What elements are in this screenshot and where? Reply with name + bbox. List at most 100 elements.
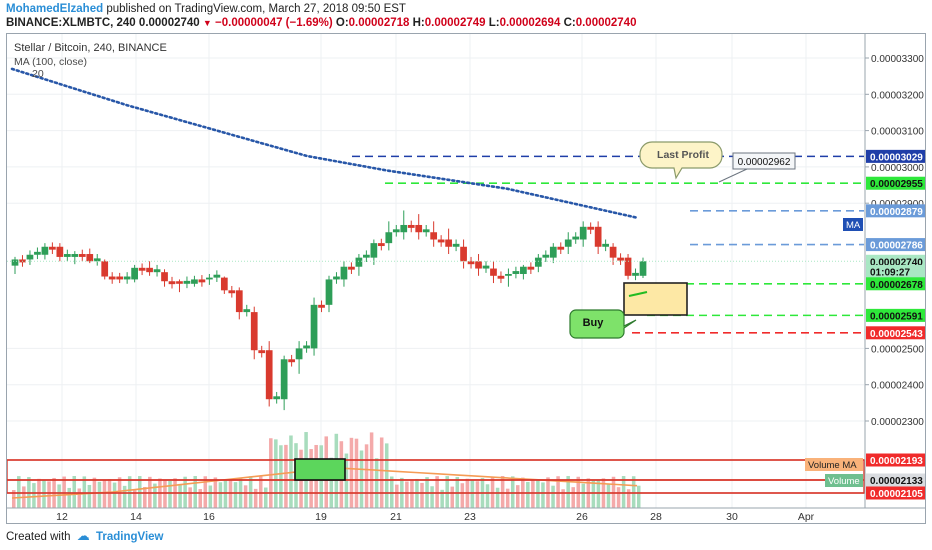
last-profit-bubble [639, 141, 723, 180]
candle-body [355, 257, 363, 267]
candle-body [11, 259, 19, 266]
volume-bar [405, 481, 409, 508]
candle-body [34, 251, 41, 255]
chart-grid [7, 34, 864, 508]
candle-body [191, 279, 198, 284]
candle-body [303, 345, 310, 349]
volume-bar [621, 476, 626, 508]
candle-body [490, 268, 497, 276]
price-axis: 0.00003300 0.00003200 0.00003100 0.00003000… [805, 34, 926, 508]
volume-bar [395, 484, 399, 508]
candle-body [407, 224, 415, 228]
volume-zone-box [6, 479, 865, 494]
price-tick-label: 0.00002400 [871, 381, 924, 392]
volume-bar [264, 487, 268, 508]
published-info: published on TradingView.com, March 27, … [106, 3, 406, 15]
volume-bar [163, 480, 167, 508]
time-tick-label: 21 [390, 511, 402, 523]
volume-bar [203, 476, 208, 508]
candles [11, 210, 647, 411]
volume-bar [631, 476, 636, 508]
indicator-tag-label: Volume [828, 476, 860, 487]
candle-body [505, 273, 512, 276]
volume-bar [284, 444, 288, 508]
price-level-tag-label: 0.00002786 [870, 241, 923, 252]
volume-bar [636, 485, 641, 508]
volume-bar [510, 476, 515, 508]
volume-bar [153, 483, 157, 508]
candle-body [609, 246, 617, 258]
low-label: L: [488, 17, 500, 29]
volume-bar [516, 485, 520, 508]
time-tick-label: 30 [726, 511, 738, 523]
candle-body [363, 254, 370, 258]
buy-label-bubble [569, 309, 637, 339]
volume-bar [279, 445, 283, 508]
last-profit-label: Last Profit [657, 149, 709, 161]
volume-bar [97, 481, 102, 508]
candle-body [56, 246, 64, 257]
candle-body [273, 396, 281, 400]
volume-bar [12, 490, 16, 508]
high-label: H: [412, 17, 425, 29]
volume-bar [127, 476, 132, 508]
volume-bar [77, 488, 82, 508]
volume-bar [571, 487, 575, 508]
price-tick-label: 0.00002300 [871, 417, 924, 428]
volume-bar [420, 482, 424, 508]
candle-body [176, 281, 183, 284]
volume-bar [248, 476, 253, 508]
candle-body [452, 243, 460, 247]
volume-bar [138, 476, 142, 508]
volume-bar [42, 480, 46, 508]
price-level-tag [866, 254, 926, 268]
volume-bar [475, 481, 480, 508]
time-tick-label: 19 [315, 511, 327, 523]
candle-body [310, 304, 318, 349]
author-name[interactable]: MohamedElzahed [6, 3, 104, 15]
price-level-tag [866, 486, 926, 500]
time-tick-label: 26 [576, 511, 588, 523]
candle-body [206, 277, 213, 280]
candle-body [49, 246, 56, 250]
volume-bar [143, 486, 147, 508]
candle-body [497, 275, 505, 279]
down-arrow-icon: ▼ [202, 18, 212, 28]
price-level-tag-label: 0.00002543 [870, 329, 923, 340]
indicator-tag-label: Volume MA [808, 460, 857, 471]
candle-body [198, 279, 206, 283]
volume-bar [460, 483, 465, 508]
volume-bar [198, 489, 203, 508]
candle-body [602, 243, 609, 247]
candle-body [101, 261, 109, 277]
volume-bar [626, 489, 631, 508]
chart-frame[interactable]: Buy Last Profit 0.00002962 0.00003300 0.000… [6, 33, 926, 524]
candle-body [348, 266, 355, 270]
volume-bar [233, 482, 238, 508]
volume-bar [450, 486, 455, 508]
legend-title: Stellar / Bitcoin, 240, BINANCE [14, 42, 167, 54]
candle-body [131, 267, 138, 280]
candle-body [430, 232, 438, 240]
volume-bar [243, 485, 248, 508]
candle-body [415, 224, 423, 233]
volume-bar [354, 438, 359, 508]
price-level-tag [866, 453, 926, 467]
tradingview-brand[interactable]: TradingView [95, 531, 164, 543]
volume-bar [208, 485, 213, 508]
volume-bar [445, 476, 449, 508]
candle-body [579, 226, 587, 240]
candle-body [63, 254, 71, 257]
close-label: C: [563, 17, 576, 29]
price-level-tag-label: 0.00002105 [870, 489, 923, 500]
price-level-tag [866, 277, 926, 291]
tradingview-cloud-icon: ☁ [76, 528, 90, 543]
volume-bar [47, 481, 51, 508]
volume-bar [410, 480, 414, 508]
candle-body [512, 271, 520, 274]
candle-body [617, 257, 624, 261]
candle-body [572, 236, 580, 240]
created-with-label: Created with [6, 531, 71, 543]
candle-body [295, 348, 303, 360]
